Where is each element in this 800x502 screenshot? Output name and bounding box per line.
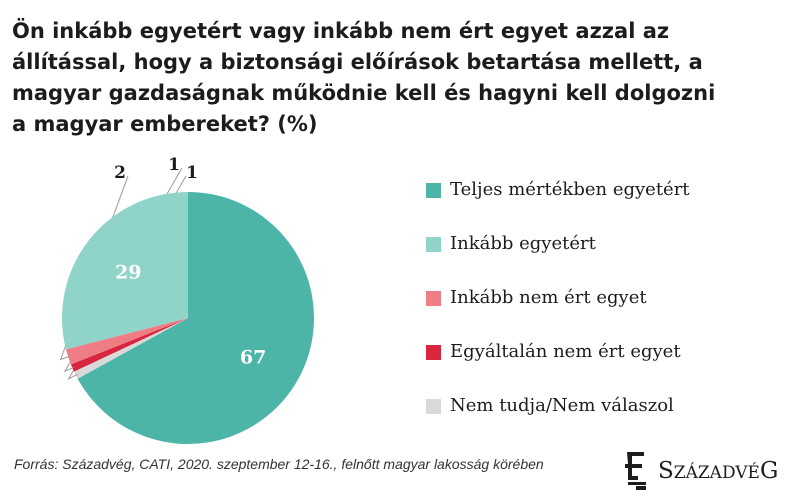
slice-value-label: 1 [186, 163, 198, 183]
legend-label: Nem tudja/Nem válaszol [450, 395, 674, 416]
legend-label: Teljes mértékben egyetért [450, 179, 690, 200]
pie-slice [62, 192, 188, 350]
slice-value-label: 2 [114, 163, 126, 183]
slice-value-label: 1 [168, 155, 180, 175]
legend-swatch [426, 345, 441, 360]
pie-slice [65, 318, 188, 365]
slice-value-label: 67 [240, 347, 266, 369]
pie-slice [77, 192, 315, 445]
legend-label: Inkább egyetért [450, 233, 596, 254]
legend-swatch [426, 291, 441, 306]
legend-label: Inkább nem ért egyet [450, 287, 647, 308]
slice-value-label: 29 [115, 262, 141, 284]
legend-swatch [426, 399, 441, 414]
legend-swatch [426, 237, 441, 252]
brand-logo: SZÁZADVÉG [622, 450, 790, 492]
chart-title: Ön inkább egyetért vagy inkább nem ért e… [12, 19, 716, 136]
logo-icon [625, 452, 646, 490]
legend-label: Egyáltalán nem ért egyet [450, 341, 681, 362]
brand-wordmark: SZÁZADVÉG [658, 458, 779, 484]
pie-slice [73, 318, 188, 379]
pie-slice [70, 318, 188, 372]
source-note: Forrás: Századvég, CATI, 2020. szeptembe… [14, 456, 544, 472]
legend-swatch [426, 183, 441, 198]
